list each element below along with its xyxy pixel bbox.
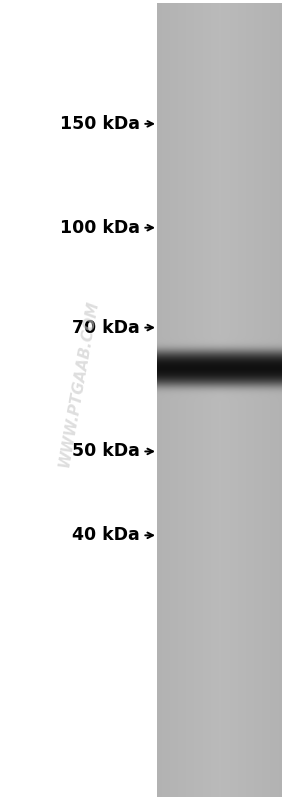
Text: 40 kDa: 40 kDa (72, 527, 140, 544)
Text: 50 kDa: 50 kDa (72, 443, 140, 460)
Text: WWW.PTGAAB.COM: WWW.PTGAAB.COM (57, 299, 101, 468)
Text: 150 kDa: 150 kDa (60, 115, 140, 133)
Text: 100 kDa: 100 kDa (60, 219, 140, 237)
Text: 70 kDa: 70 kDa (72, 319, 140, 336)
